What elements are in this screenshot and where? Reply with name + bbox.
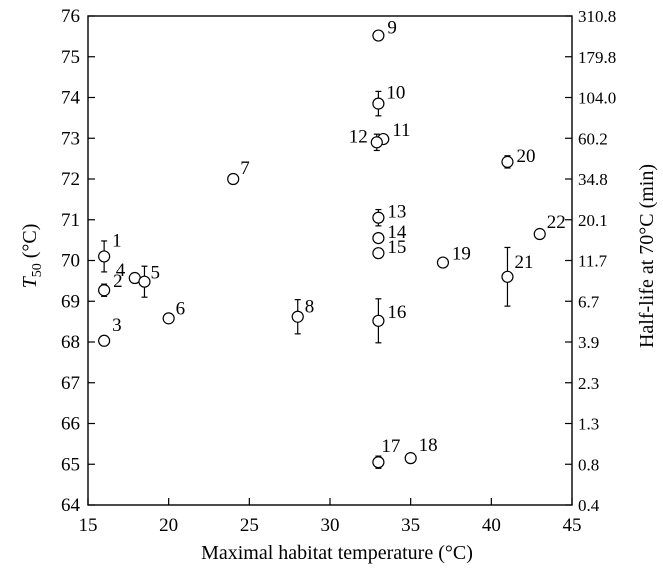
data-point-6 (162, 312, 175, 325)
y-left-tick-label: 72 (61, 169, 80, 190)
point-label-18: 18 (419, 435, 438, 456)
y-axis-left-label-subscript: 50 (30, 263, 45, 277)
x-tick-label: 15 (79, 515, 98, 536)
y-left-tick-label: 69 (61, 291, 80, 312)
y-right-tick-label: 0.8 (578, 455, 599, 474)
y-left-tick-label: 64 (61, 495, 81, 516)
y-left-tick-label: 73 (61, 128, 80, 149)
y-right-tick-label: 11.7 (578, 252, 608, 271)
y-right-tick-label: 2.3 (578, 374, 599, 393)
y-right-tick-label: 20.1 (578, 211, 608, 230)
data-point-18 (404, 452, 417, 465)
data-point-1 (98, 250, 111, 263)
point-label-22: 22 (547, 212, 566, 233)
point-label-12: 12 (349, 126, 368, 147)
y-right-tick-label: 0.4 (578, 496, 600, 515)
y-right-tick-label: 310.8 (578, 7, 616, 26)
point-label-1: 1 (112, 230, 122, 251)
data-point-19 (436, 256, 450, 269)
point-label-8: 8 (305, 297, 315, 318)
y-axis-left-label-unit: (°C) (19, 224, 41, 264)
data-point-9 (372, 29, 385, 42)
y-axis-right-label: Half-life at 70°C (min) (636, 164, 658, 348)
y-left-tick-label: 74 (61, 88, 81, 109)
data-point-13 (372, 211, 385, 224)
y-axis-left-label: T50 (°C) (19, 224, 45, 289)
point-label-20: 20 (516, 146, 535, 167)
x-tick-label: 35 (401, 515, 420, 536)
point-label-5: 5 (150, 263, 160, 284)
point-label-21: 21 (514, 252, 533, 273)
plot-frame (87, 15, 573, 506)
y-left-tick-label: 65 (61, 454, 80, 475)
point-label-14: 14 (387, 222, 407, 243)
data-point-2 (98, 284, 111, 297)
y-right-tick-label: 34.8 (578, 170, 608, 189)
y-left-tick-label: 76 (61, 6, 80, 27)
point-label-2: 2 (113, 271, 123, 292)
y-left-tick-label: 71 (61, 210, 80, 231)
y-right-tick-label: 60.2 (578, 129, 608, 148)
point-label-15: 15 (387, 237, 406, 258)
data-point-12 (370, 136, 383, 149)
data-points (98, 29, 546, 469)
point-label-13: 13 (387, 202, 406, 223)
data-point-5 (138, 275, 151, 288)
point-label-19: 19 (452, 244, 471, 265)
y-right-tick-label: 1.3 (578, 415, 599, 434)
y-right-tick-label: 3.9 (578, 333, 599, 352)
data-point-21 (501, 270, 514, 283)
point-label-7: 7 (240, 158, 250, 179)
x-tick-label: 25 (240, 515, 259, 536)
axes-layer: 15 20 25 30 35 40 4564656667686970717273747576… (61, 6, 616, 536)
point-label-4: 4 (116, 260, 126, 281)
y-right-tick-label: 6.7 (578, 292, 600, 311)
data-point-16 (372, 314, 385, 327)
y-axis-left-label-main: T (19, 275, 41, 288)
data-point-22 (533, 227, 546, 241)
x-axis-label: Maximal habitat temperature (°C) (201, 542, 473, 564)
y-left-tick-label: 67 (61, 373, 80, 394)
y-left-tick-label: 68 (61, 332, 80, 353)
data-point-14 (372, 231, 385, 245)
point-label-3: 3 (112, 315, 122, 336)
error-bars (101, 90, 511, 469)
point-label-10: 10 (386, 83, 405, 104)
y-right-tick-label: 104.0 (578, 89, 616, 108)
data-point-8 (291, 310, 304, 323)
y-left-tick-label: 70 (61, 251, 80, 272)
data-point-15 (372, 247, 385, 260)
data-point-10 (372, 97, 385, 110)
point-label-9: 9 (387, 18, 397, 39)
x-tick-label: 40 (482, 515, 501, 536)
y-left-tick-label: 66 (61, 414, 80, 435)
x-tick-label: 30 (321, 515, 340, 536)
point-label-11: 11 (392, 120, 410, 141)
point-label-6: 6 (176, 298, 186, 319)
y-right-tick-label: 179.8 (578, 48, 616, 67)
point-label-16: 16 (387, 302, 406, 323)
data-point-7 (227, 172, 240, 186)
x-tick-label: 20 (159, 515, 178, 536)
data-point-20 (501, 155, 514, 168)
data-point-17 (372, 456, 385, 469)
data-point-3 (98, 334, 111, 347)
point-label-17: 17 (381, 436, 400, 457)
y-left-tick-label: 75 (61, 47, 80, 68)
x-tick-label: 45 (563, 515, 582, 536)
